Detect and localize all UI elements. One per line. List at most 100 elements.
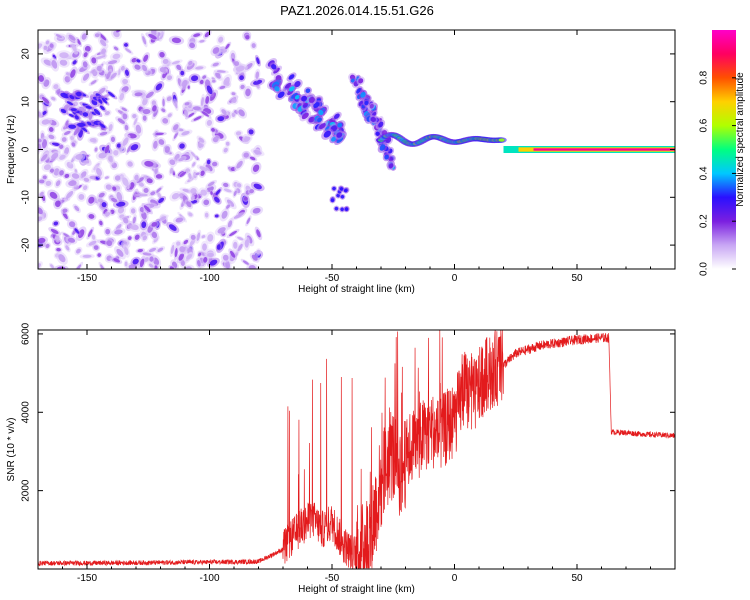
spectrogram-blob-core <box>203 199 210 206</box>
spectrogram-blob-core <box>98 98 103 104</box>
spectrogram-blob-core <box>181 79 188 88</box>
spectrogram-blob-core <box>91 57 97 64</box>
spectrogram-blob-core <box>108 123 113 132</box>
spectrogram-blob-core <box>99 123 106 128</box>
colorbar-tick-label: 0.8 <box>699 70 710 84</box>
snr-xtick-label: -100 <box>199 573 219 584</box>
spectrogram-blob-core <box>88 240 97 246</box>
spectrogram-blob-core <box>99 33 107 41</box>
spectrogram-blob-core <box>226 204 231 209</box>
spectrogram-blob-core <box>204 31 210 38</box>
spectrogram-blob-core <box>248 129 254 135</box>
spectrogram-blob-core <box>237 236 244 241</box>
spectrogram-blob-core <box>256 249 261 255</box>
colorbar-label: Normalized spectral amplitude <box>735 72 746 207</box>
spectrogram-blob-core <box>49 168 54 173</box>
spectrogram-blob-core <box>59 144 64 149</box>
spectrogram-blob-core <box>364 100 369 106</box>
spectrogram-blob-core <box>206 119 213 126</box>
spectrogram-blob-core <box>45 180 52 186</box>
spectrogram-blob-core <box>114 175 121 181</box>
spectrogram-blob-core <box>176 64 182 71</box>
spectrogram-blob-core <box>152 105 157 112</box>
spectrogram-blob-core <box>190 234 196 240</box>
spectrogram-blob-core <box>233 241 238 249</box>
spectrogram-blob-core <box>114 229 123 235</box>
spectrogram-blob-core <box>340 207 344 212</box>
spectrogram-blob-core <box>69 94 75 100</box>
spectrogram-blob-core <box>277 91 285 98</box>
spectrogram-blob-core <box>249 156 256 161</box>
spectrogram-blob-core <box>223 182 229 188</box>
spectrogram-blob-core <box>112 186 117 191</box>
spectrogram-blob-core <box>173 124 179 131</box>
spectrogram-blob-core <box>198 137 205 143</box>
spectrogram-blob-core <box>64 147 70 155</box>
spectrogram-blob-core <box>162 58 169 65</box>
spectrogram-blob-core <box>245 35 250 40</box>
spectrogram-blob-core <box>200 170 205 176</box>
spectrogram-blob-core <box>85 105 93 109</box>
spectrogram-blob-core <box>215 189 221 196</box>
spectrogram-blob-core <box>201 235 206 239</box>
spectrogram-blob-core <box>240 84 245 90</box>
spectrogram-blob-core <box>48 127 54 132</box>
spectrogram-blob-core <box>66 101 74 106</box>
spectrogram-blob-core <box>61 137 67 142</box>
spectrogram-blob-core <box>168 224 177 231</box>
spectrogram-blob-core <box>143 54 149 62</box>
spectrogram-blob-core <box>53 84 59 90</box>
spectrogram-blob-core <box>334 206 339 211</box>
spectrogram-blob-core <box>106 71 111 80</box>
spec-ytick-label: 20 <box>21 48 32 60</box>
spectrogram-blob-core <box>271 64 277 70</box>
spectrogram-blob-core <box>123 217 129 224</box>
figure-title: PAZ1.2026.014.15.51.G26 <box>280 3 434 18</box>
colorbar: 0.0 0.2 0.4 0.6 0.8 Normalized spectral ampli… <box>699 30 746 276</box>
spectrogram-blob-core <box>94 147 98 152</box>
spectrogram-blob-core <box>113 150 119 156</box>
spectrogram-blob-core <box>245 88 251 97</box>
spectrogram-blob-core <box>101 48 107 54</box>
spectrogram-blob-core <box>159 51 165 58</box>
spectrogram-blob-core <box>63 130 71 136</box>
spec-ytick-label: 10 <box>21 96 32 108</box>
spectrogram-blob-core <box>40 154 48 162</box>
spectrogram-blob-core <box>81 33 87 40</box>
spectrogram-blob-core <box>110 72 117 79</box>
snr-series-line <box>38 330 675 569</box>
spectrogram-blob-core <box>186 254 193 260</box>
spectrogram-blob-core <box>375 131 380 136</box>
spectrogram-blob-core <box>89 137 97 143</box>
spectrogram-blob-core <box>237 183 242 188</box>
spectrogram-blob-core <box>221 210 228 219</box>
spectrogram-blob-core <box>67 237 76 243</box>
spectrogram-blob-core <box>78 193 85 200</box>
spectrogram-blob-core <box>158 216 167 221</box>
spec-xlabel: Height of straight line (km) <box>298 284 415 295</box>
spectrogram-blob-core <box>143 187 149 193</box>
spectrogram-blob-core <box>332 186 336 191</box>
spectrogram-blob-core <box>65 120 69 126</box>
spectrogram-blob-core <box>93 245 99 250</box>
spectrogram-blob-core <box>53 221 59 226</box>
spectrogram-blob-core <box>246 217 251 225</box>
spectrogram-blob-core <box>82 160 90 164</box>
spectrogram-blob-core <box>207 181 215 187</box>
spectrogram-blob-core <box>233 190 237 197</box>
spectrogram-blob-core <box>195 66 204 70</box>
spectrogram-blob-core <box>225 141 230 146</box>
spectrogram-blob-core <box>216 244 221 250</box>
spec-ytick-label: -10 <box>21 190 32 205</box>
spectrogram-blob-core <box>142 115 147 121</box>
spectrogram-blob-core <box>59 170 64 176</box>
spectrogram-blob-core <box>38 111 42 117</box>
spectrogram-blob-core <box>91 234 96 240</box>
colorbar-tick-label: 0.0 <box>699 262 710 276</box>
spectrogram-blob-core <box>157 247 164 252</box>
spectrogram-blob-core <box>116 143 122 148</box>
spectrogram-blob-core <box>42 175 47 180</box>
spectrogram-blob-core <box>100 264 106 269</box>
spectrogram-blob-core <box>166 96 172 102</box>
